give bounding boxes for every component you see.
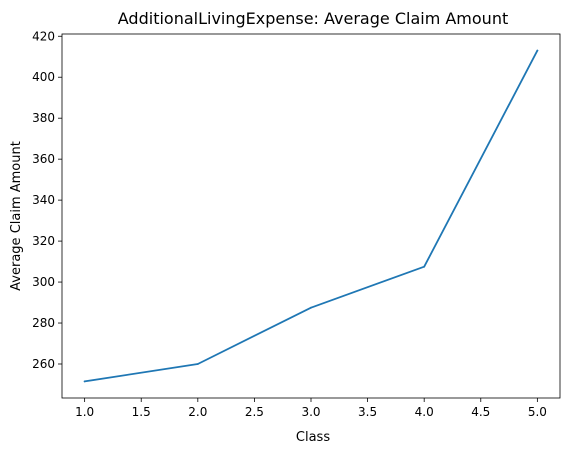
axes-frame bbox=[61, 33, 561, 399]
x-tick-label: 4.0 bbox=[415, 405, 434, 419]
x-tick-label: 1.0 bbox=[75, 405, 94, 419]
y-tick-label: 320 bbox=[32, 234, 55, 248]
y-tick-label: 400 bbox=[32, 70, 55, 84]
y-tick-label: 360 bbox=[32, 152, 55, 166]
x-tick-label: 2.5 bbox=[245, 405, 264, 419]
x-tick-label: 1.5 bbox=[132, 405, 151, 419]
y-tick-label: 260 bbox=[32, 357, 55, 371]
y-axis-label: Average Claim Amount bbox=[9, 141, 24, 291]
data-point bbox=[423, 265, 426, 268]
plot-area: 1.0 1.5 2.0 2.5 3.0 3.5 4.0 4.5 5.0 260 280 300 320 3… bbox=[32, 29, 561, 419]
x-tick-label: 3.0 bbox=[301, 405, 320, 419]
x-tick-label: 5.0 bbox=[528, 405, 547, 419]
y-tick-label: 340 bbox=[32, 193, 55, 207]
x-tick-label: 2.0 bbox=[188, 405, 207, 419]
series-line bbox=[83, 49, 539, 383]
x-tick-label: 3.5 bbox=[358, 405, 377, 419]
x-axis-label: Class bbox=[296, 430, 330, 445]
x-tick-label: 4.5 bbox=[471, 405, 490, 419]
y-tick-label: 420 bbox=[32, 29, 55, 43]
data-point bbox=[310, 306, 312, 309]
y-tick-label: 380 bbox=[32, 111, 55, 125]
y-tick-label: 300 bbox=[32, 275, 55, 289]
data-point bbox=[83, 380, 86, 383]
data-point bbox=[536, 49, 539, 52]
y-tick-label: 280 bbox=[32, 316, 55, 330]
data-point bbox=[196, 363, 199, 365]
chart-title: AdditionalLivingExpense: Average Claim A… bbox=[118, 9, 508, 28]
